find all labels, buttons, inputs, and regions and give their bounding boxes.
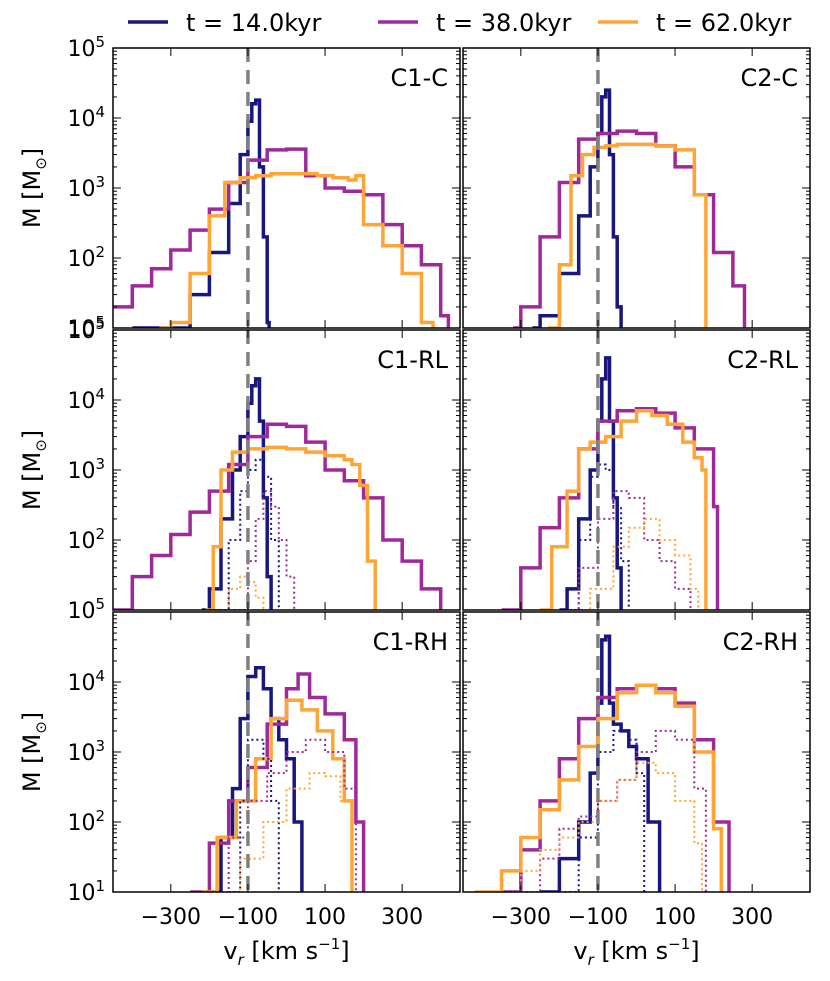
series-dotted-38.0kyr (228, 490, 296, 610)
series-62.0kyr (474, 683, 724, 892)
y-tick-label: 105 (67, 315, 105, 344)
series-dotted-62.0kyr (501, 761, 703, 892)
series-14.0kyr (532, 88, 623, 328)
legend-label-0: t = 14.0kyr (186, 9, 321, 37)
x-tick-label: 100 (304, 905, 346, 930)
legend: t = 14.0kyr t = 38.0kyr t = 62.0kyr (128, 9, 791, 37)
y-tick-label: 104 (67, 103, 105, 132)
x-tick-label: −100 (218, 905, 278, 930)
series-38.0kyr (513, 129, 747, 328)
series-38.0kyr (501, 406, 720, 610)
y-tick-label: 102 (67, 807, 105, 836)
series-62.0kyr (159, 171, 435, 328)
x-tick-label: 300 (731, 905, 773, 930)
x-axis-label: vr [km s−1] (573, 935, 699, 969)
y-tick-label: 101 (67, 877, 105, 906)
panel-c1-rh: 101 102 103 104 C1-RH M [M⊙] −300 −100 100 300 vr … (18, 611, 461, 969)
panel-label: C2-RH (723, 628, 798, 656)
y-tick-label: 104 (67, 385, 105, 414)
series-dotted-62.0kyr (571, 517, 700, 610)
series-dotted-14.0kyr (559, 463, 630, 610)
series-38.0kyr (190, 672, 366, 892)
panel-label: C1-RH (373, 628, 448, 656)
y-tick-label: 105 (67, 595, 105, 624)
y-tick-label: 103 (67, 455, 105, 484)
series-62.0kyr (205, 445, 377, 610)
series-62.0kyr (540, 409, 708, 610)
x-tick-label: −300 (491, 905, 551, 930)
series-dotted-62.0kyr (217, 575, 265, 610)
panel-label: C2-C (741, 64, 798, 92)
legend-label-2: t = 62.0kyr (656, 9, 791, 37)
panel-c2-c: C2-C (462, 47, 811, 329)
panel-c2-rh: C2-RH −300 −100 100 300 vr [km s−1] (462, 611, 811, 969)
y-axis-label: M [M⊙] (18, 148, 50, 228)
panel-label: C2-RL (727, 346, 798, 374)
panel-label: C1-RL (377, 346, 448, 374)
legend-label-1: t = 38.0kyr (436, 9, 571, 37)
x-tick-label: −300 (141, 905, 201, 930)
x-axis-label: vr [km s−1] (223, 935, 349, 969)
series-14.0kyr (559, 356, 623, 610)
y-tick-label: 103 (67, 173, 105, 202)
y-axis-label: M [M⊙] (18, 712, 50, 792)
panel-label: C1-C (391, 64, 448, 92)
y-tick-label: 105 (67, 33, 105, 62)
series-dotted-14.0kyr (209, 458, 280, 610)
series-14.0kyr (132, 98, 271, 328)
series-62.0kyr (201, 698, 354, 892)
y-axis-label: M [M⊙] (18, 430, 50, 510)
x-tick-label: 300 (381, 905, 423, 930)
x-tick-label: −100 (568, 905, 628, 930)
panel-c1-c: 105 102 103 104 105 C1-C M [M⊙] (18, 33, 461, 342)
y-tick-label: 102 (67, 525, 105, 554)
panel-c2-rl: C2-RL (462, 329, 811, 611)
series-dotted-14.0kyr (559, 729, 646, 892)
series-14.0kyr (209, 665, 304, 892)
x-tick-label: 100 (654, 905, 696, 930)
series-38.0kyr (113, 422, 443, 610)
y-tick-label: 104 (67, 667, 105, 696)
y-tick-label: 103 (67, 737, 105, 766)
series-dotted-62.0kyr (217, 772, 353, 892)
y-tick-label: 105 (67, 313, 105, 342)
panel-c1-rl: 105 102 103 104 105 C1-RL M [M⊙] (18, 315, 461, 624)
series-dotted-38.0kyr (559, 490, 692, 610)
series-38.0kyr (113, 147, 451, 328)
y-tick-label: 102 (67, 243, 105, 272)
series-62.0kyr (547, 142, 708, 328)
